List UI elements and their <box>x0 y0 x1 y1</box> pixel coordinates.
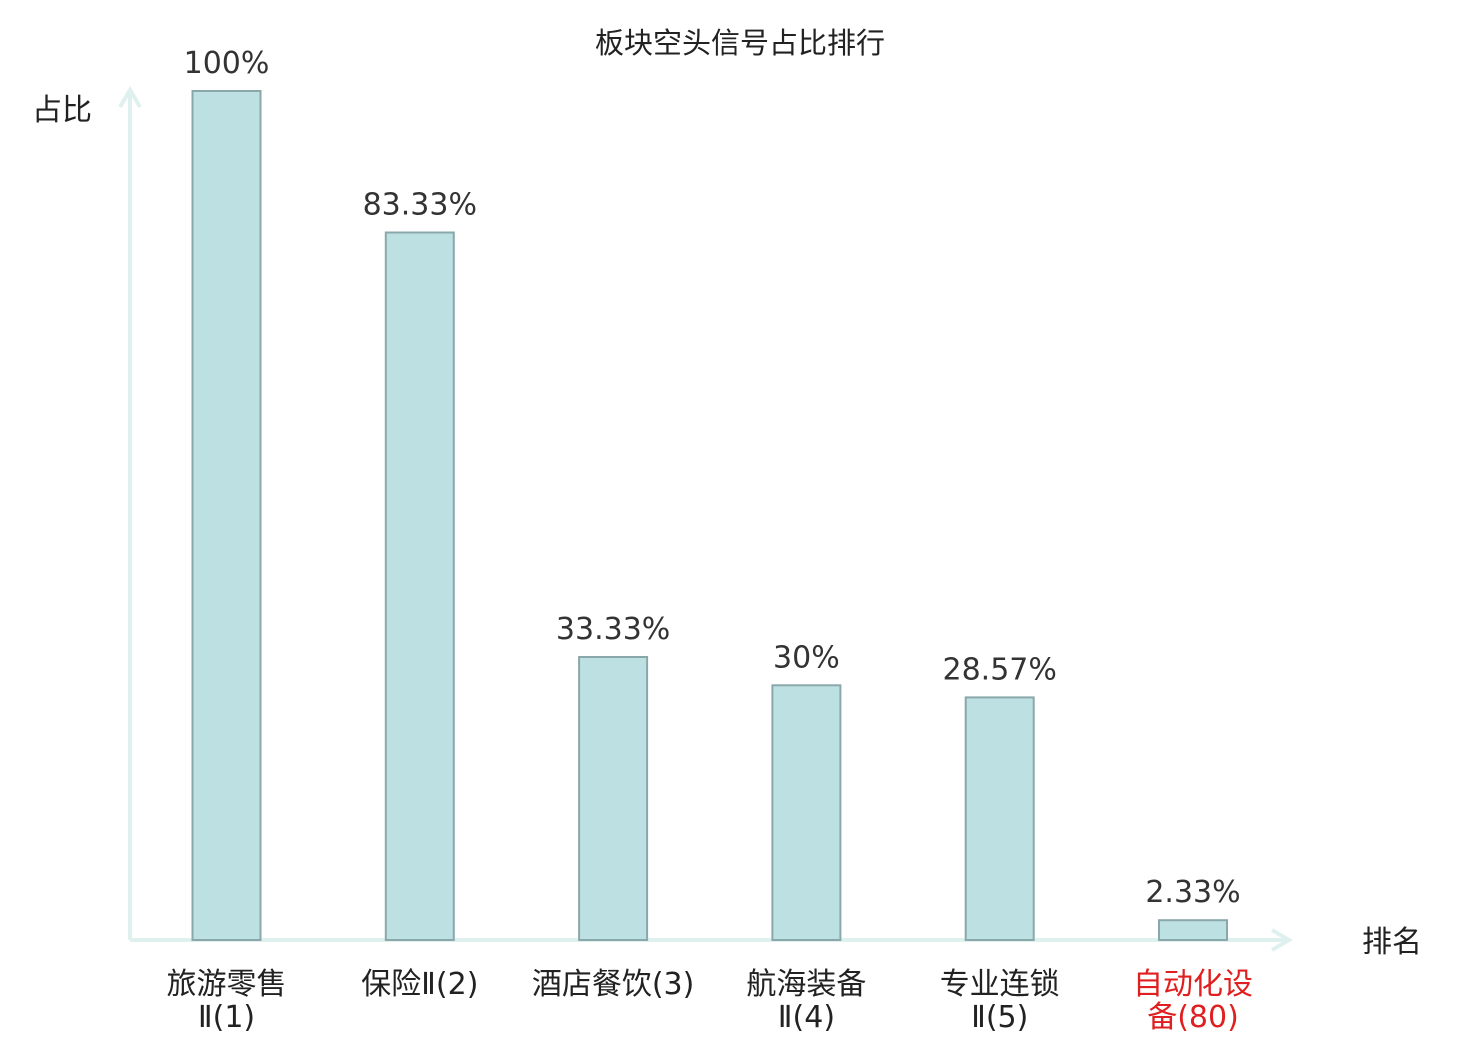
category-label-5-line-2: Ⅱ(5) <box>971 1000 1028 1035</box>
category-label-6-line-1: 自动化设 <box>1133 967 1253 1002</box>
category-label-2-line-1: 保险Ⅱ(2) <box>361 967 478 1002</box>
bar-4 <box>771 684 842 941</box>
bar-6 <box>1158 919 1228 942</box>
bar-5 <box>964 696 1035 942</box>
x-axis-title: 排名 <box>1362 925 1422 960</box>
y-axis-arrow-icon <box>118 86 142 109</box>
category-label-5-line-1: 专业连锁 <box>940 967 1060 1002</box>
bar-series <box>191 90 1228 942</box>
value-label-3: 33.33% <box>556 612 670 647</box>
value-label-1: 100% <box>184 46 270 81</box>
bar-2 <box>384 231 455 941</box>
category-label-4-line-2: Ⅱ(4) <box>778 1000 835 1035</box>
category-label-1-line-1: 旅游零售 <box>167 967 287 1002</box>
category-label-4-line-1: 航海装备 <box>746 967 866 1002</box>
bar-3 <box>578 656 649 941</box>
value-label-6: 2.33% <box>1145 875 1240 910</box>
x-axis-arrow-icon <box>1270 928 1293 952</box>
bar-1 <box>191 90 262 941</box>
category-label-1-line-2: Ⅱ(1) <box>198 1000 255 1035</box>
value-label-5: 28.57% <box>943 652 1057 687</box>
y-axis: 占比 <box>32 86 142 940</box>
value-label-2: 83.33% <box>363 188 477 223</box>
chart-title: 板块空头信号占比排行 <box>595 26 885 60</box>
category-label-6-line-2: 备(80) <box>1147 1000 1239 1035</box>
value-label-4: 30% <box>773 640 840 675</box>
x-axis: 排名 <box>130 925 1422 960</box>
y-axis-title: 占比 <box>32 93 92 128</box>
category-label-3-line-1: 酒店餐饮(3) <box>532 967 695 1002</box>
value-labels: 100% 83.33% 33.33% 30% 28.57% 2.33% <box>184 46 1241 910</box>
